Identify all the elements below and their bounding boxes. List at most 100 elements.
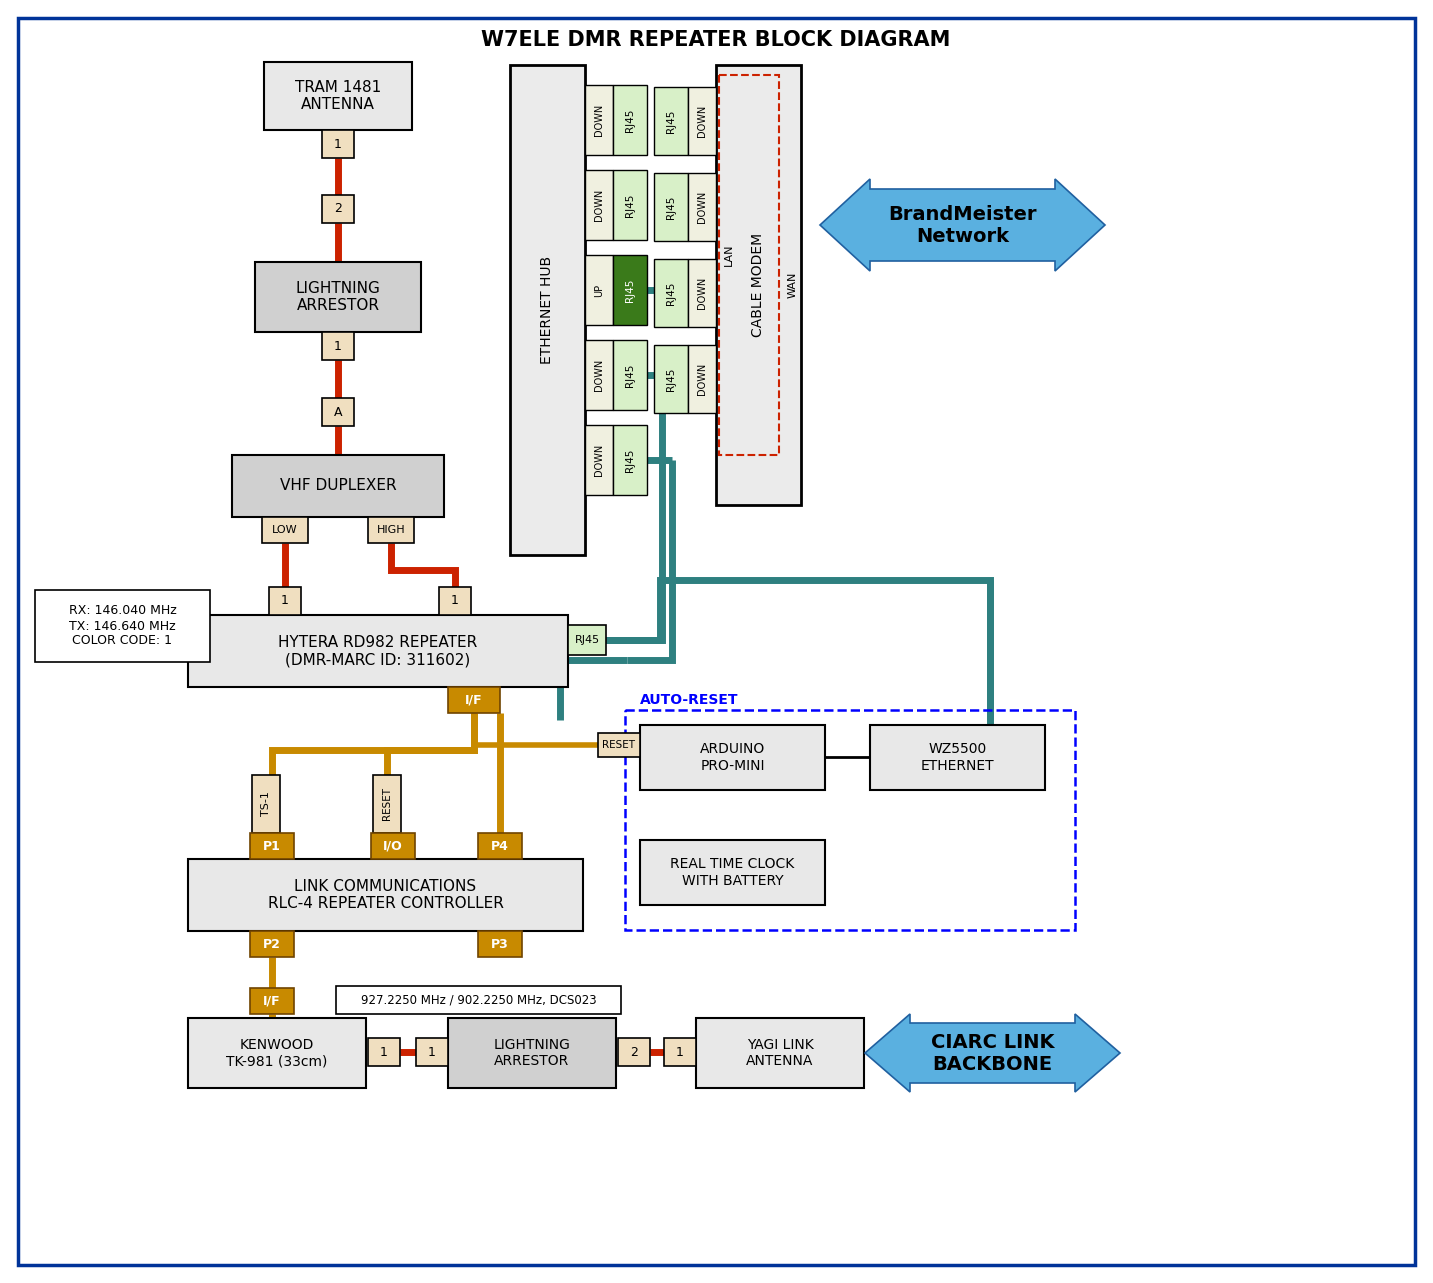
Text: TRAM 1481
ANTENNA: TRAM 1481 ANTENNA — [295, 80, 381, 112]
Bar — [249, 988, 294, 1014]
Bar — [188, 615, 567, 686]
Bar — [322, 130, 354, 158]
Text: VHF DUPLEXER: VHF DUPLEXER — [279, 479, 397, 494]
Bar — [188, 1017, 365, 1088]
Bar — [870, 725, 1045, 790]
Bar — [449, 686, 500, 713]
Text: RJ45: RJ45 — [666, 109, 676, 132]
Text: DOWN: DOWN — [696, 191, 706, 223]
Text: I/F: I/F — [466, 694, 483, 707]
Text: I/F: I/F — [264, 994, 281, 1007]
Bar — [716, 65, 801, 506]
Text: HIGH: HIGH — [377, 525, 406, 535]
Text: REAL TIME CLOCK
WITH BATTERY: REAL TIME CLOCK WITH BATTERY — [671, 857, 795, 888]
Text: WZ5500
ETHERNET: WZ5500 ETHERNET — [920, 743, 995, 772]
Bar — [252, 775, 279, 833]
Bar — [613, 171, 648, 240]
Bar — [416, 1038, 449, 1066]
Bar — [255, 262, 421, 332]
Bar — [613, 85, 648, 155]
Text: LINK COMMUNICATIONS
RLC-4 REPEATER CONTROLLER: LINK COMMUNICATIONS RLC-4 REPEATER CONTR… — [268, 879, 503, 911]
Text: RJ45: RJ45 — [666, 281, 676, 304]
Bar — [232, 455, 444, 517]
Bar — [585, 171, 613, 240]
Text: AUTO-RESET: AUTO-RESET — [641, 693, 738, 707]
Text: DOWN: DOWN — [696, 105, 706, 137]
Text: P1: P1 — [264, 839, 281, 852]
Text: RJ45: RJ45 — [575, 635, 599, 645]
Bar — [567, 625, 606, 656]
Bar — [641, 725, 825, 790]
Text: LOW: LOW — [272, 525, 298, 535]
Text: DOWN: DOWN — [595, 189, 603, 221]
Text: P2: P2 — [264, 938, 281, 951]
Bar — [618, 1038, 651, 1066]
Bar — [641, 840, 825, 905]
Text: RJ45: RJ45 — [625, 363, 635, 386]
Text: RJ45: RJ45 — [625, 448, 635, 472]
Text: DOWN: DOWN — [696, 277, 706, 309]
Bar — [371, 833, 416, 860]
Text: 1: 1 — [281, 594, 289, 607]
Bar — [510, 65, 585, 556]
Bar — [653, 259, 688, 327]
Bar — [249, 931, 294, 957]
Bar — [322, 332, 354, 361]
Text: 2: 2 — [631, 1046, 638, 1058]
Bar — [696, 1017, 864, 1088]
Bar — [479, 833, 522, 860]
Text: RJ45: RJ45 — [625, 278, 635, 302]
Text: I/O: I/O — [383, 839, 403, 852]
Text: DOWN: DOWN — [696, 363, 706, 395]
Bar — [613, 255, 648, 325]
Text: DOWN: DOWN — [595, 444, 603, 476]
Text: RX: 146.040 MHz
TX: 146.640 MHz
COLOR CODE: 1: RX: 146.040 MHz TX: 146.640 MHz COLOR CO… — [69, 604, 176, 648]
Bar — [653, 173, 688, 241]
Bar — [585, 425, 613, 495]
Bar — [688, 259, 716, 327]
Text: YAGI LINK
ANTENNA: YAGI LINK ANTENNA — [747, 1038, 814, 1069]
Bar — [449, 1017, 616, 1088]
Bar — [368, 1038, 400, 1066]
Bar — [613, 340, 648, 411]
Text: RESET: RESET — [602, 740, 635, 751]
Text: P4: P4 — [492, 839, 509, 852]
Text: DOWN: DOWN — [595, 104, 603, 136]
Text: 1: 1 — [451, 594, 459, 607]
Bar — [373, 775, 401, 833]
Text: RJ45: RJ45 — [625, 194, 635, 217]
Bar — [613, 425, 648, 495]
Text: RJ45: RJ45 — [666, 367, 676, 391]
Bar — [625, 709, 1075, 930]
Text: W7ELE DMR REPEATER BLOCK DIAGRAM: W7ELE DMR REPEATER BLOCK DIAGRAM — [481, 30, 950, 50]
Text: TS-1: TS-1 — [261, 792, 271, 816]
Text: 1: 1 — [380, 1046, 388, 1058]
Text: P3: P3 — [492, 938, 509, 951]
Text: RESET: RESET — [383, 788, 393, 821]
Bar — [688, 345, 716, 413]
Polygon shape — [820, 180, 1105, 271]
Polygon shape — [866, 1014, 1121, 1092]
Text: 2: 2 — [334, 203, 342, 216]
Bar — [688, 87, 716, 155]
Text: ETHERNET HUB: ETHERNET HUB — [540, 255, 555, 364]
Text: KENWOOD
TK-981 (33cm): KENWOOD TK-981 (33cm) — [226, 1038, 328, 1069]
Bar — [719, 74, 780, 455]
Text: ARDUINO
PRO-MINI: ARDUINO PRO-MINI — [699, 743, 765, 772]
Bar — [653, 345, 688, 413]
Bar — [368, 517, 414, 543]
Text: CABLE MODEM: CABLE MODEM — [751, 234, 765, 337]
Bar — [322, 195, 354, 223]
Text: CIARC LINK
BACKBONE: CIARC LINK BACKBONE — [931, 1033, 1055, 1074]
Bar — [688, 173, 716, 241]
Bar — [663, 1038, 696, 1066]
Text: UP: UP — [595, 284, 603, 296]
Text: 1: 1 — [428, 1046, 436, 1058]
Text: 1: 1 — [334, 340, 342, 353]
Bar — [264, 62, 413, 130]
Text: RJ45: RJ45 — [625, 108, 635, 132]
Text: HYTERA RD982 REPEATER
(DMR-MARC ID: 311602): HYTERA RD982 REPEATER (DMR-MARC ID: 3116… — [278, 635, 477, 667]
Text: LIGHTNING
ARRESTOR: LIGHTNING ARRESTOR — [295, 281, 380, 313]
Text: WAN: WAN — [788, 272, 798, 298]
Bar — [188, 860, 583, 931]
